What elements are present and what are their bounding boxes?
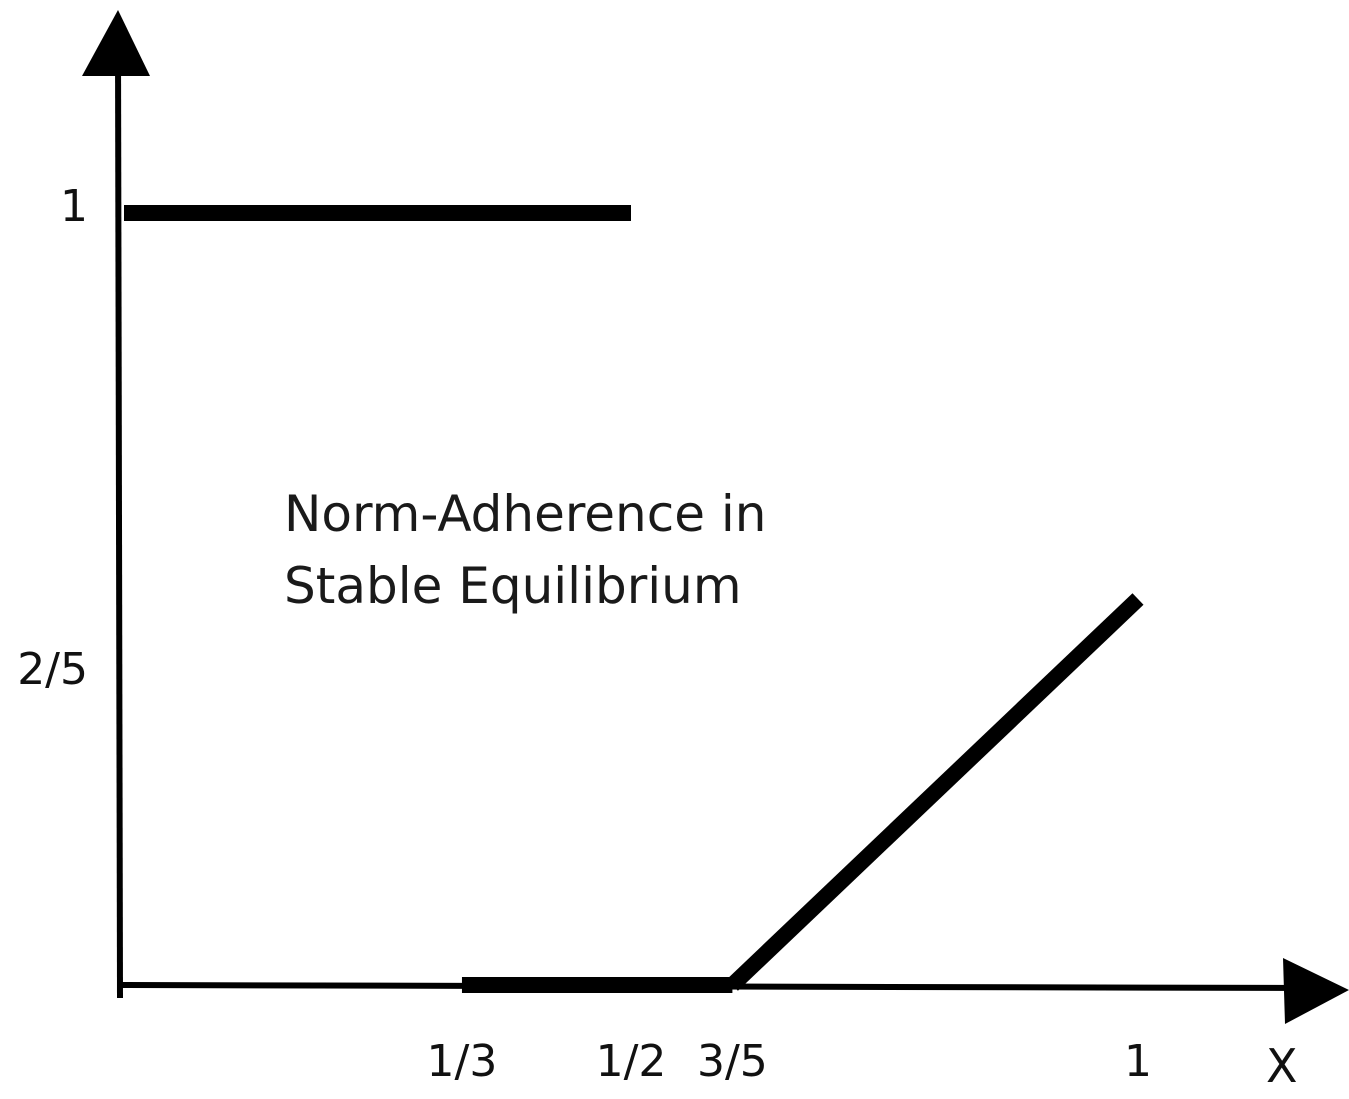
x-axis-label: X bbox=[1266, 1039, 1298, 1093]
x-tick-label-2: 1/2 bbox=[595, 1036, 667, 1087]
chart-annotation: Norm-Adherence in Stable Equilibrium bbox=[284, 478, 766, 622]
y-axis bbox=[115, 44, 123, 999]
y-axis-arrowhead bbox=[82, 10, 150, 76]
x-tick-label-1: 1/3 bbox=[426, 1036, 498, 1087]
series-segment-3 bbox=[726, 593, 1144, 991]
annotation-line-2: Stable Equilibrium bbox=[284, 557, 742, 615]
series-group bbox=[124, 205, 1144, 993]
annotation-line-1: Norm-Adherence in bbox=[284, 485, 767, 543]
x-tick-label-3: 3/5 bbox=[696, 1036, 768, 1087]
y-tick-label-2: 2/5 bbox=[17, 644, 88, 696]
x-axis-arrowhead bbox=[1283, 958, 1349, 1024]
y-tick-label-1: 1 bbox=[60, 181, 88, 232]
x-tick-label-4: 1 bbox=[1124, 1036, 1152, 1087]
